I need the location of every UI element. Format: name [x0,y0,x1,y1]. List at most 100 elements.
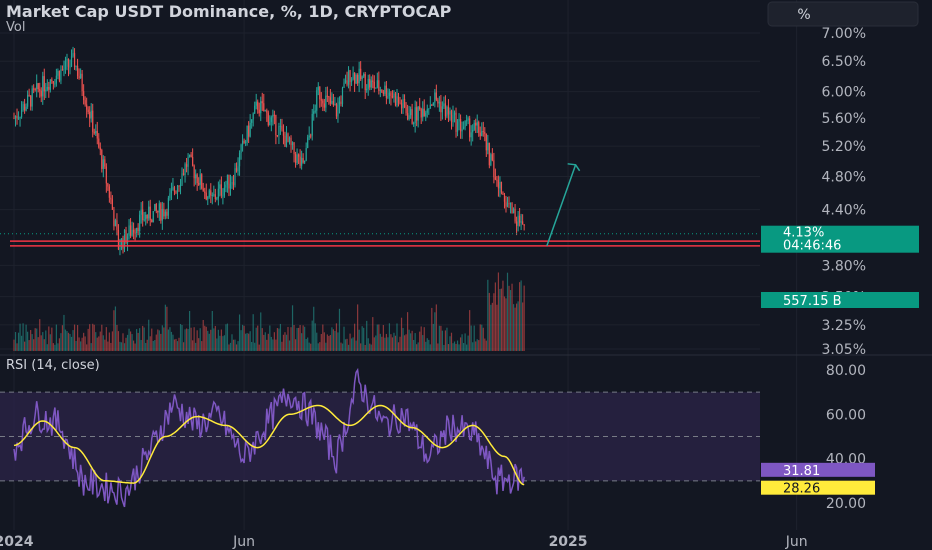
candle-body [341,87,344,104]
volume-bar [375,335,377,351]
volume-bar [449,336,451,351]
volume-bar [122,333,124,351]
candle-body [116,220,118,230]
volume-bar [482,327,484,351]
candle-body [158,203,160,213]
volume-bar [478,340,480,351]
candle-body [223,187,226,196]
volume-bar [28,340,30,351]
candle-body [70,56,73,67]
candle-body [410,109,412,116]
volume-bar [506,272,509,351]
chart-title: Market Cap USDT Dominance, %, 1D, CRYPTO… [6,2,452,21]
candle-body [458,119,460,122]
candle-body [269,121,271,126]
candle-body [167,197,170,216]
candle-body [338,101,341,105]
volume-bar [331,327,333,351]
candle-body [403,98,406,108]
volume-bar [36,328,38,351]
volume-bar [193,327,195,351]
volume-bar [78,337,80,351]
volume-bar [367,338,369,351]
volume-bar [34,328,36,351]
candle-body [317,86,319,91]
price-tick-label: 3.25% [822,318,866,334]
volume-bar [20,335,23,351]
volume-bar [397,342,400,351]
candle-body [39,89,41,91]
volume-bar [264,332,266,351]
candle-body [72,53,74,57]
volume-bar [481,324,483,351]
volume-bar [361,326,363,351]
candle-body [422,108,424,118]
candle-body [28,94,30,96]
volume-bar [340,342,342,351]
volume-bar [281,341,283,351]
volume-bar [308,342,310,351]
volume-bar [519,282,521,351]
volume-bar [190,327,192,351]
candle-body [385,85,387,98]
candle-body [148,206,150,219]
volume-bar [226,323,229,351]
volume-bar [299,325,301,351]
volume-bar [146,339,148,351]
candle-body [320,99,322,101]
volume-bar [67,332,70,351]
candle-body [290,137,292,146]
candle-body [33,88,35,90]
support-lines [10,240,760,247]
candle-body [443,103,445,107]
volume-bar [192,340,194,351]
candle-body [470,132,472,138]
volume-bar [496,304,498,351]
candle-body [246,125,248,142]
volume-bar [450,332,453,351]
volume-bar [494,282,496,351]
candle-body [22,104,24,111]
volume-bar [461,334,463,351]
volume-bar [173,339,176,351]
volume-bar [39,319,41,351]
volume-bar [347,344,350,351]
candle-body [381,89,383,93]
time-tick-label: 2024 [0,534,34,550]
volume-bar [425,341,427,351]
candle-body [334,103,336,106]
volume-bar [84,336,86,351]
candle-body [207,197,209,200]
volume-bar [210,329,212,351]
volume-bar [99,331,101,351]
candle-body [423,108,425,117]
candle-body [519,215,521,223]
volume-bar [37,337,39,351]
candle-body [520,221,522,223]
volume-bar [472,342,474,351]
candle-body [173,187,176,192]
candle-body [397,96,400,103]
price-candles [13,46,525,256]
candle-body [107,183,109,187]
volume-bar [294,339,297,351]
candle-body [346,80,348,85]
volume-bar [166,306,168,351]
unit-toggle-button[interactable]: % [767,1,919,27]
volume-bar [60,333,62,351]
candle-body [400,103,403,109]
candle-body [369,78,371,88]
candle-body [37,83,39,90]
volume-bar [16,343,18,351]
candle-body [93,131,95,134]
candle-body [411,109,413,124]
candle-body [235,168,238,172]
rsi-tick-label: 20.00 [826,496,866,512]
candle-body [376,80,378,88]
candle-body [238,152,241,167]
candle-body [325,95,327,108]
volume-bar [96,337,98,351]
volume-bar [23,341,26,351]
candle-body [273,114,275,116]
volume-bar [376,324,378,351]
